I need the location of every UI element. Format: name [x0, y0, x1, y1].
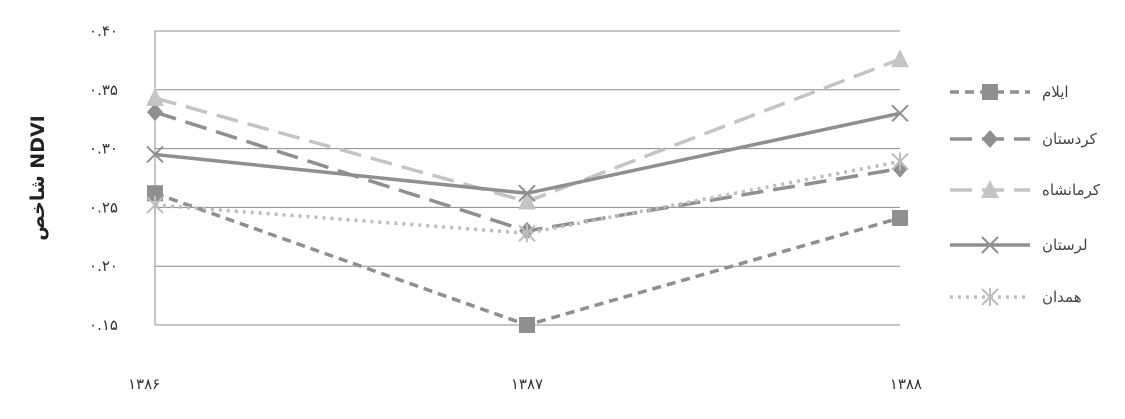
data-point	[146, 145, 164, 164]
data-point	[891, 104, 909, 123]
x-tick-label: ۱۳۸۷	[511, 375, 543, 393]
legend-label: ایلام	[1042, 83, 1069, 101]
data-point	[146, 196, 164, 215]
series-line	[154, 159, 901, 236]
series-line	[154, 57, 901, 204]
legend-item: ایلام	[950, 83, 1069, 101]
legend-marker	[982, 130, 998, 148]
y-tick-label: ۰.۳۵	[89, 81, 118, 99]
data-point	[891, 49, 909, 68]
legend-marker	[981, 288, 999, 306]
legend-marker	[981, 180, 999, 198]
y-tick-label: ۰.۲۵	[89, 198, 118, 216]
data-point	[146, 88, 164, 107]
y-tick-label: ۰.۱۵	[89, 316, 118, 334]
series	[146, 152, 909, 243]
legend-item: کردستان	[950, 130, 1098, 148]
x-tick-label: ۱۳۸۸	[890, 375, 922, 393]
series	[146, 49, 909, 210]
gridlines	[154, 30, 900, 326]
data-point	[518, 191, 536, 210]
legend-label: لرستان	[1042, 236, 1088, 254]
data-point	[892, 209, 908, 226]
legend-item: لرستان	[950, 236, 1088, 254]
data-point	[891, 152, 909, 171]
legend-marker	[981, 236, 999, 254]
data-point	[147, 103, 163, 122]
data-point	[518, 184, 536, 202]
y-tick-label: ۰.۲۰	[89, 257, 118, 275]
data-point	[519, 317, 535, 333]
y-axis-label: شاخص NDVI	[27, 115, 49, 241]
y-tick-label: ۰.۳۰	[89, 140, 118, 158]
x-axis-ticks: ۱۳۸۶ ۱۳۸۷ ۱۳۸۸	[128, 375, 922, 393]
legend-item: همدان	[950, 288, 1082, 306]
x-tick-label: ۱۳۸۶	[128, 375, 160, 393]
series	[146, 104, 909, 202]
series-lines	[146, 49, 909, 333]
legend-marker	[982, 84, 998, 100]
legend-label: کرمانشاه	[1042, 181, 1101, 199]
series-line	[154, 111, 901, 196]
data-point	[518, 224, 536, 243]
legend-label: همدان	[1042, 288, 1082, 306]
legend-item: کرمانشاه	[950, 180, 1101, 199]
data-point	[147, 185, 163, 202]
y-tick-label: ۰.۴۰	[89, 22, 118, 40]
series	[147, 103, 908, 240]
legend-label: کردستان	[1042, 130, 1098, 148]
legend: ایلام کردستان کرمانشاه لرستان همدان	[950, 83, 1101, 306]
series	[147, 185, 908, 333]
y-axis-ticks: ۰.۱۵ ۰.۲۰ ۰.۲۵ ۰.۳۰ ۰.۳۵ ۰.۴۰	[89, 22, 118, 334]
